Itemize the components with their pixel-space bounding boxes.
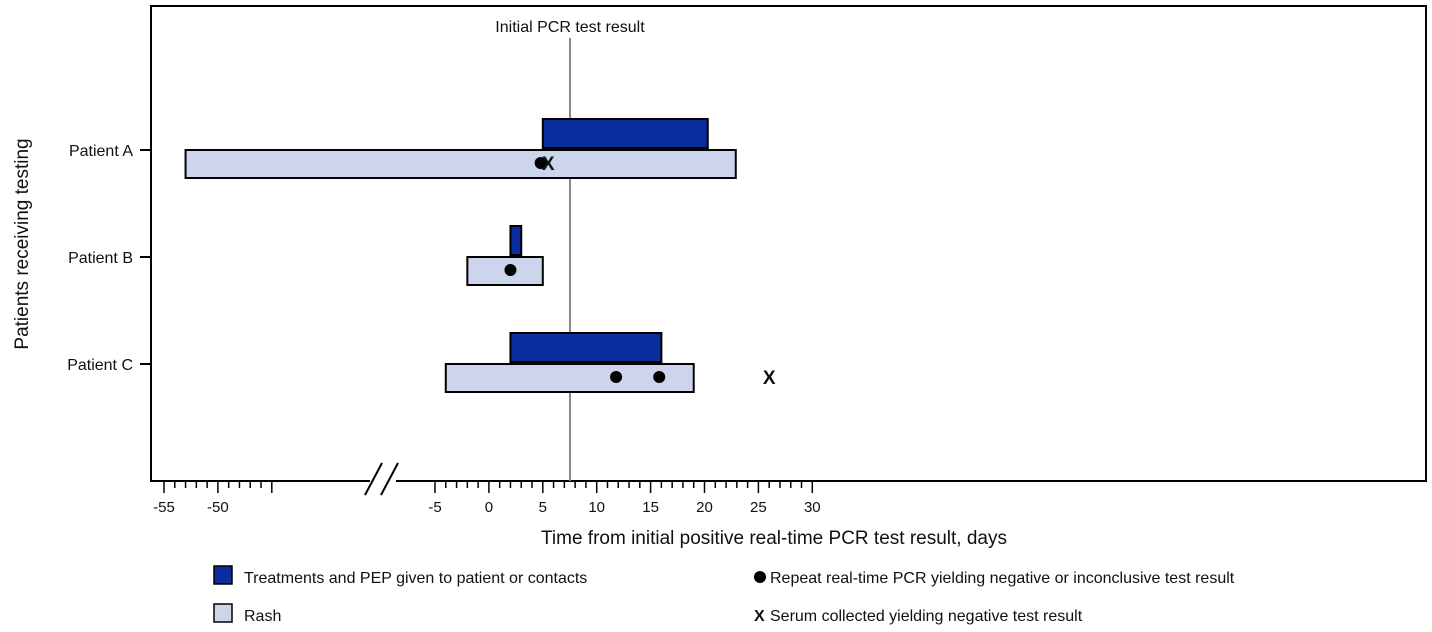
legend-label: Serum collected yielding negative test r… [770,608,1083,625]
y-tick-label: Patient B [68,250,133,267]
rash-bar [444,363,695,393]
x-tick-label: -5 [428,499,441,516]
legend-item: Repeat real-time PCR yielding negative o… [754,570,1235,587]
legend-label: Repeat real-time PCR yielding negative o… [770,570,1235,587]
legend-x-marker: X [754,608,765,625]
axis-break-slash-right [380,462,399,496]
plot-frame [150,5,1427,482]
legend-item: Treatments and PEP given to patient or c… [213,565,587,587]
bars-layer [184,118,737,393]
x-tick-label: 0 [485,499,493,516]
legend-swatch [213,565,233,585]
rash-bar [184,149,737,179]
y-axis-title: Patients receiving testing [12,138,33,349]
initial-pcr-annotation: Initial PCR test result [495,19,645,36]
markers-layer: XX [504,154,776,389]
x-tick-label: 20 [696,499,713,516]
treatment-pep-bar [541,118,709,149]
y-tick-label: Patient C [67,357,133,374]
x-tick-label: -55 [153,499,175,516]
treatment-pep-bar [509,225,523,256]
x-tick-label: 15 [642,499,659,516]
x-axis-title: Time from initial positive real-time PCR… [541,528,1007,549]
legend-label: Treatments and PEP given to patient or c… [244,570,587,587]
repeat-pcr-dot [534,157,547,169]
repeat-pcr-dot [610,371,623,383]
serum-x-marker: X [763,368,776,389]
axis-break-slash-left [364,462,383,496]
repeat-pcr-dot [653,371,666,383]
x-tick-label: 30 [804,499,821,516]
legend-dot-marker [754,571,766,583]
x-tick-label: -50 [207,499,229,516]
legend-label: Rash [244,608,281,625]
axis-break [364,462,399,496]
x-axis: -55 -50 -5 0 5 10 15 20 25 30 [153,481,821,516]
legend: Treatments and PEP given to patient or c… [213,565,1235,625]
y-axis: Patient A Patient B Patient C [67,143,151,374]
x-tick-label: 25 [750,499,767,516]
repeat-pcr-dot [504,264,517,276]
legend-item: Rash [213,603,281,625]
y-tick-label: Patient A [69,143,133,160]
axis-break-gap [370,470,396,492]
legend-item: X Serum collected yielding negative test … [754,608,1083,625]
serum-x-marker: X [542,154,555,175]
treatment-pep-bar [509,332,663,363]
legend-swatch [213,603,233,623]
x-tick-label: 5 [539,499,547,516]
x-tick-label: 10 [588,499,605,516]
